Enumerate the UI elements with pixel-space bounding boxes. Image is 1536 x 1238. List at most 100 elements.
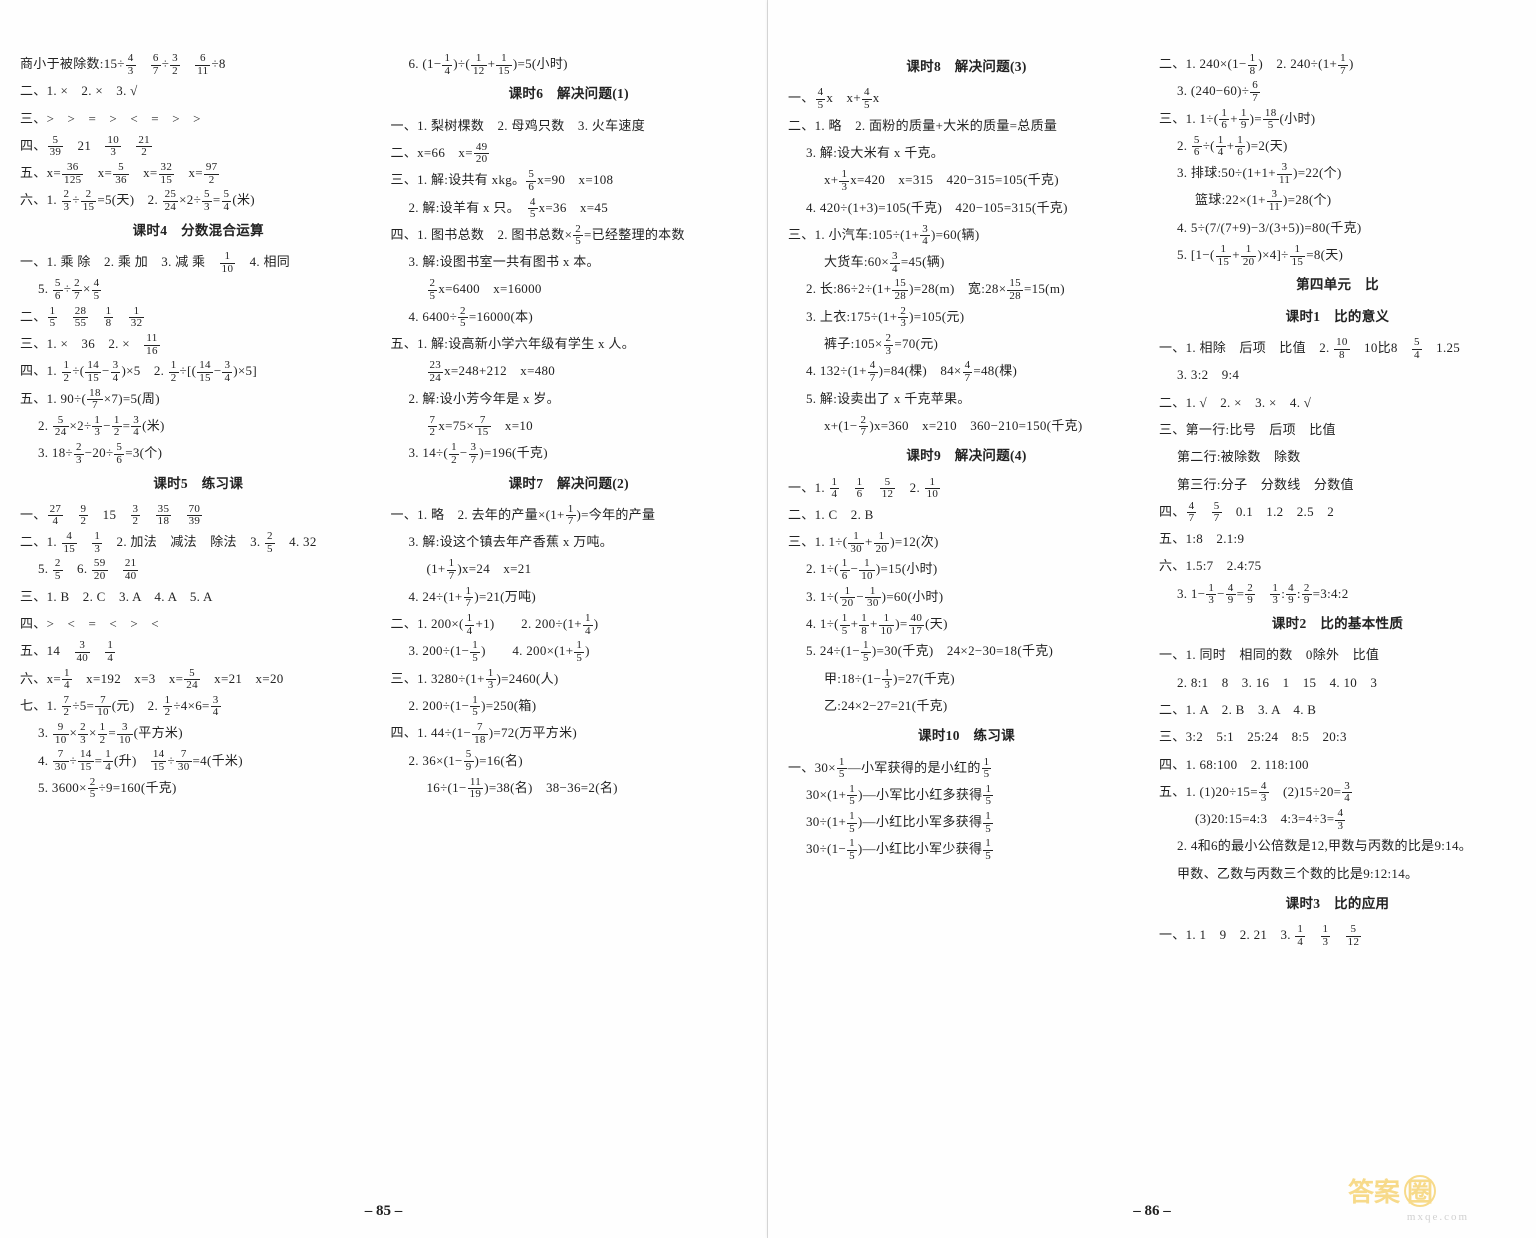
answer-line: 一、274 92 15 32 3518 7039 — [20, 501, 377, 528]
answer-line: 25x=6400 x=16000 — [391, 275, 748, 302]
section-heading: 课时9 解决问题(4) — [788, 442, 1145, 470]
answer-line: 3. 1÷(120−130)=60(小时) — [788, 583, 1145, 610]
answer-line: 3. 解:设图书室一共有图书 x 本。 — [391, 248, 748, 275]
answer-line: 大货车:60×34=45(辆) — [788, 248, 1145, 275]
answer-line: 2. 524×2÷13−12=34(米) — [20, 412, 377, 439]
answer-line: 4. 132÷(1+47)=84(棵) 84×47=48(棵) — [788, 357, 1145, 384]
answer-line: 三、1. 解:设共有 xkg。56x=90 x=108 — [391, 166, 748, 193]
answer-line: 五、14 340 14 — [20, 637, 377, 664]
answer-line: 二、1. 200×(14+1) 2. 200÷(1+14) — [391, 610, 748, 637]
answer-line: 四、> < = < > < — [20, 610, 377, 637]
answer-line: 2324x=248+212 x=480 — [391, 357, 748, 384]
answer-line: 4. 730÷1415=14(升) 1415÷730=4(千米) — [20, 747, 377, 774]
answer-line: x+13x=420 x=315 420−315=105(千克) — [788, 166, 1145, 193]
answer-line: 六、1.5:7 2.4:75 — [1159, 552, 1516, 579]
answer-line: 2. 56÷(14+16)=2(天) — [1159, 132, 1516, 159]
answer-line: 三、1. × 36 2. × 1116 — [20, 330, 377, 357]
answer-line: 乙:24×2−27=21(千克) — [788, 692, 1145, 719]
answer-line: 5. 25 6. 5920 2140 — [20, 555, 377, 582]
answer-line: 六、1. 23÷215=5(天) 2. 2524×2÷53=54(米) — [20, 186, 377, 213]
answer-line: 二、15 2855 18 132 — [20, 303, 377, 330]
answer-line: 4. 5÷(7/(7+9)−3/(3+5))=80(千克) — [1159, 214, 1516, 241]
answer-line: 三、3:2 5:1 25:24 8:5 20:3 — [1159, 723, 1516, 750]
answer-line: 30÷(1−15)—小红比小军少获得15 — [788, 835, 1145, 862]
page-number-right: – 86 – — [1133, 1203, 1171, 1220]
section-heading: 课时10 练习课 — [788, 722, 1145, 750]
answer-line: 3. 解:设大米有 x 千克。 — [788, 139, 1145, 166]
answer-line: 5. 24÷(1−15)=30(千克) 24×2−30=18(千克) — [788, 637, 1145, 664]
answer-line: 三、第一行:比号 后项 比值 — [1159, 416, 1516, 443]
spread: 商小于被除数:15÷43 67÷32 611÷8二、1. × 2. × 3. √… — [0, 0, 1536, 1238]
answer-line: 3. 1−13−49=29 13:49:29=3:4:2 — [1159, 580, 1516, 607]
answer-line: 72x=75×715 x=10 — [391, 412, 748, 439]
answer-line: 四、1. 44÷(1−718)=72(万平方米) — [391, 719, 748, 746]
answer-line: 三、1. B 2. C 3. A 4. A 5. A — [20, 583, 377, 610]
answer-line: 5. [1−(115+120)×4]÷115=8(天) — [1159, 241, 1516, 268]
answer-line: 2. 长:86÷2÷(1+1528)=28(m) 宽:28×1528=15(m) — [788, 275, 1145, 302]
page-right: 课时8 解决问题(3)一、45x x+45x二、1. 略 2. 面粉的质量+大米… — [768, 0, 1536, 1238]
answer-line: 3. 排球:50÷(1+1+311)=22(个) — [1159, 159, 1516, 186]
answer-line: 篮球:22×(1+311)=28(个) — [1159, 186, 1516, 213]
answer-line: 三、1. 小汽车:105÷(1+34)=60(辆) — [788, 221, 1145, 248]
page-right-columns: 课时8 解决问题(3)一、45x x+45x二、1. 略 2. 面粉的质量+大米… — [788, 50, 1516, 1178]
column-2: 6. (1−14)÷(112+115)=5(小时) 课时6 解决问题(1) 一、1.… — [391, 50, 748, 1178]
answer-line: 5. 3600×25÷9=160(千克) — [20, 774, 377, 801]
answer-line: 二、1. 略 2. 面粉的质量+大米的质量=总质量 — [788, 112, 1145, 139]
answer-line: 2. 36×(1−59)=16(名) — [391, 747, 748, 774]
answer-line: 4. 420÷(1+3)=105(千克) 420−105=315(千克) — [788, 194, 1145, 221]
answer-line: 3. 910×23×12=310(平方米) — [20, 719, 377, 746]
answer-line: 3. (240−60)÷67 — [1159, 77, 1516, 104]
page-left-columns: 商小于被除数:15÷43 67÷32 611÷8二、1. × 2. × 3. √… — [20, 50, 747, 1178]
answer-line: 二、1. 415 13 2. 加法 减法 除法 3. 25 4. 32 — [20, 528, 377, 555]
answer-line: 五、1. 解:设高新小学六年级有学生 x 人。 — [391, 330, 748, 357]
answer-line: 甲:18÷(1−13)=27(千克) — [788, 665, 1145, 692]
watermark-brand: 答案 圈 — [1348, 1172, 1528, 1209]
answer-line: 4. 24÷(1+17)=21(万吨) — [391, 583, 748, 610]
answer-line: 二、1. √ 2. × 3. × 4. √ — [1159, 389, 1516, 416]
column-4: 二、1. 240×(1−18) 2. 240÷(1+17)3. (240−60)… — [1159, 50, 1516, 1178]
section-heading: 课时6 解决问题(1) — [391, 80, 748, 108]
answer-line: 3. 解:设这个镇去年产香蕉 x 万吨。 — [391, 528, 748, 555]
answer-line: 七、1. 72÷5=710(元) 2. 12÷4×6=34 — [20, 692, 377, 719]
answer-line: 一、1. 乘 除 2. 乘 加 3. 减 乘 110 4. 相同 — [20, 248, 377, 275]
watermark-text: 答案 — [1348, 1172, 1400, 1209]
section-heading: 课时8 解决问题(3) — [788, 53, 1145, 81]
watermark-circle-icon: 圈 — [1404, 1175, 1436, 1207]
answer-line: (3)20:15=4:3 4:3=4÷3=43 — [1159, 805, 1516, 832]
section-heading: 课时2 比的基本性质 — [1159, 610, 1516, 638]
answer-line: 五、1. (1)20÷15=43 (2)15÷20=34 — [1159, 778, 1516, 805]
answer-line: 30×(1+15)—小军比小红多获得15 — [788, 781, 1145, 808]
answer-line: 4. 6400÷25=16000(本) — [391, 303, 748, 330]
answer-line: 四、1. 图书总数 2. 图书总数×25=已经整理的本数 — [391, 221, 748, 248]
answer-line: 三、1. 1÷(130+120)=12(次) — [788, 528, 1145, 555]
section-heading: 课时4 分数混合运算 — [20, 217, 377, 245]
section-heading: 课时5 练习课 — [20, 470, 377, 498]
answer-line: 三、1. 3280÷(1+13)=2460(人) — [391, 665, 748, 692]
answer-line: 2. 4和6的最小公倍数是12,甲数与丙数的比是9:14。 — [1159, 832, 1516, 859]
page-number-left: – 85 – — [365, 1203, 403, 1220]
answer-line: 五、1:8 2.1:9 — [1159, 525, 1516, 552]
answer-line: 2. 1÷(16−110)=15(小时) — [788, 555, 1145, 582]
answer-line: 一、1. 同时 相同的数 0除外 比值 — [1159, 641, 1516, 668]
answer-line: 二、1. A 2. B 3. A 4. B — [1159, 696, 1516, 723]
answer-line: 3. 上衣:175÷(1+23)=105(元) — [788, 303, 1145, 330]
answer-line: 30÷(1+15)—小红比小军多获得15 — [788, 808, 1145, 835]
answer-line: 3. 18÷23−20÷56=3(个) — [20, 439, 377, 466]
section-heading: 第四单元 比 — [1159, 271, 1516, 299]
answer-line: 16÷(1−1119)=38(名) 38−36=2(名) — [391, 774, 748, 801]
answer-line: 6. (1−14)÷(112+115)=5(小时) — [391, 50, 748, 77]
column-1: 商小于被除数:15÷43 67÷32 611÷8二、1. × 2. × 3. √… — [20, 50, 377, 1178]
page-left: 商小于被除数:15÷43 67÷32 611÷8二、1. × 2. × 3. √… — [0, 0, 768, 1238]
watermark: 答案 圈 mxqe.com — [1348, 1172, 1528, 1232]
answer-line: 四、1. 12÷(1415−34)×5 2. 12÷[(1415−34)×5] — [20, 357, 377, 384]
answer-line: 二、1. × 2. × 3. √ — [20, 77, 377, 104]
answer-line: 5. 解:设卖出了 x 千克苹果。 — [788, 385, 1145, 412]
answer-line: 二、x=66 x=4920 — [391, 139, 748, 166]
answer-line: 2. 8:1 8 3. 16 1 15 4. 10 3 — [1159, 669, 1516, 696]
answer-line: 一、1. 14 16 512 2. 110 — [788, 474, 1145, 501]
answer-line: 三、1. 1÷(16+19)=185(小时) — [1159, 105, 1516, 132]
answer-line: 3. 14÷(12−37)=196(千克) — [391, 439, 748, 466]
answer-line: 一、1. 略 2. 去年的产量×(1+17)=今年的产量 — [391, 501, 748, 528]
answer-line: 4. 1÷(15+18+110)=4017(天) — [788, 610, 1145, 637]
answer-line: 一、30×15—小军获得的是小红的15 — [788, 754, 1145, 781]
